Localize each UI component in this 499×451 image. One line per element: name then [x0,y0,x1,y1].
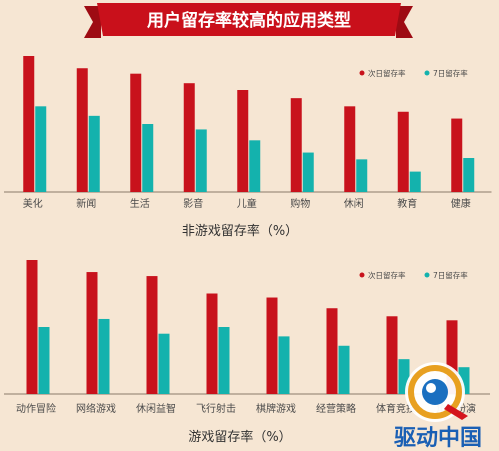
day7-bar-7 [398,359,410,394]
x-tick-label: 休闲益智 [136,402,176,415]
legend-label: 次日留存率 [368,68,406,78]
banner-body [97,3,401,36]
day7-bar-4 [195,129,207,192]
x-tick-label: 美化 [23,197,43,210]
x-tick-label: 动作冒险 [16,402,56,415]
legend-swatch [359,70,365,76]
day7-bar-1 [35,106,47,192]
day1-bar-5 [266,297,278,394]
x-tick-label: 生活 [130,197,150,210]
title-banner: 用户留存率较高的应用类型 [84,3,413,38]
legend-label: 7日留存率 [433,270,468,280]
page-title: 用户留存率较高的应用类型 [147,10,351,31]
day7-bar-2 [88,115,100,192]
day1-bar-3 [130,73,142,192]
legend-swatch [359,272,365,278]
day7-bar-5 [278,336,290,394]
day1-bar-5 [237,90,249,192]
day7-bar-1 [38,327,50,394]
x-tick-label: 影音 [183,197,203,210]
day1-bar-6 [326,308,338,394]
day1-bar-2 [76,68,88,192]
day7-bar-2 [98,318,110,394]
day7-bar-3 [158,333,170,394]
watermark: 驱动中国 [394,362,482,451]
x-tick-label: 教育 [397,197,417,210]
day7-bar-6 [302,152,314,192]
watermark-text: 驱动中国 [394,426,482,451]
x-tick-label: 健康 [451,197,471,210]
x-tick-label: 棋牌游戏 [256,402,296,415]
x-tick-label: 购物 [290,197,310,210]
legend-swatch [424,70,430,76]
x-tick-label: 体育竞技 [376,402,416,415]
x-tick-label: 飞行射击 [196,402,236,415]
legend-label: 次日留存率 [368,270,406,280]
x-tick-label: 新闻 [76,197,96,210]
x-tick-label: 休闲 [344,197,364,210]
day1-bar-3 [146,276,158,394]
legend-label: 7日留存率 [433,68,468,78]
day7-bar-7 [356,159,368,192]
game-retention-chart: 动作冒险网络游戏休闲益智飞行射击棋牌游戏经营策略体育竞技角色扮演游戏留存率（%）… [4,260,490,445]
banner-right-ribbon [396,6,413,38]
day1-bar-9 [451,118,463,192]
day1-bar-1 [26,260,38,394]
x-tick-label: 儿童 [237,197,257,210]
day1-bar-4 [183,83,195,192]
x-tick-label: 经营策略 [316,402,356,415]
banner-left-ribbon [84,6,101,38]
day1-bar-1 [23,56,35,192]
day1-bar-8 [397,111,409,192]
day7-bar-8 [409,171,421,192]
day1-bar-8 [446,320,458,394]
day1-bar-7 [344,106,356,192]
day1-bar-7 [386,316,398,394]
day7-bar-6 [338,345,350,394]
day1-bar-6 [290,98,302,192]
day7-bar-4 [218,327,230,394]
day1-bar-2 [86,272,98,394]
chart-caption: 游戏留存率（%） [188,429,291,445]
day7-bar-8 [458,367,470,394]
day7-bar-3 [142,124,154,192]
legend-swatch [424,272,430,278]
day7-bar-5 [249,140,261,192]
q-logo-icon [405,362,468,422]
x-tick-label: 网络游戏 [76,402,116,415]
chart-caption: 非游戏留存率（%） [182,223,298,239]
day1-bar-4 [206,293,218,394]
day7-bar-9 [463,158,475,192]
